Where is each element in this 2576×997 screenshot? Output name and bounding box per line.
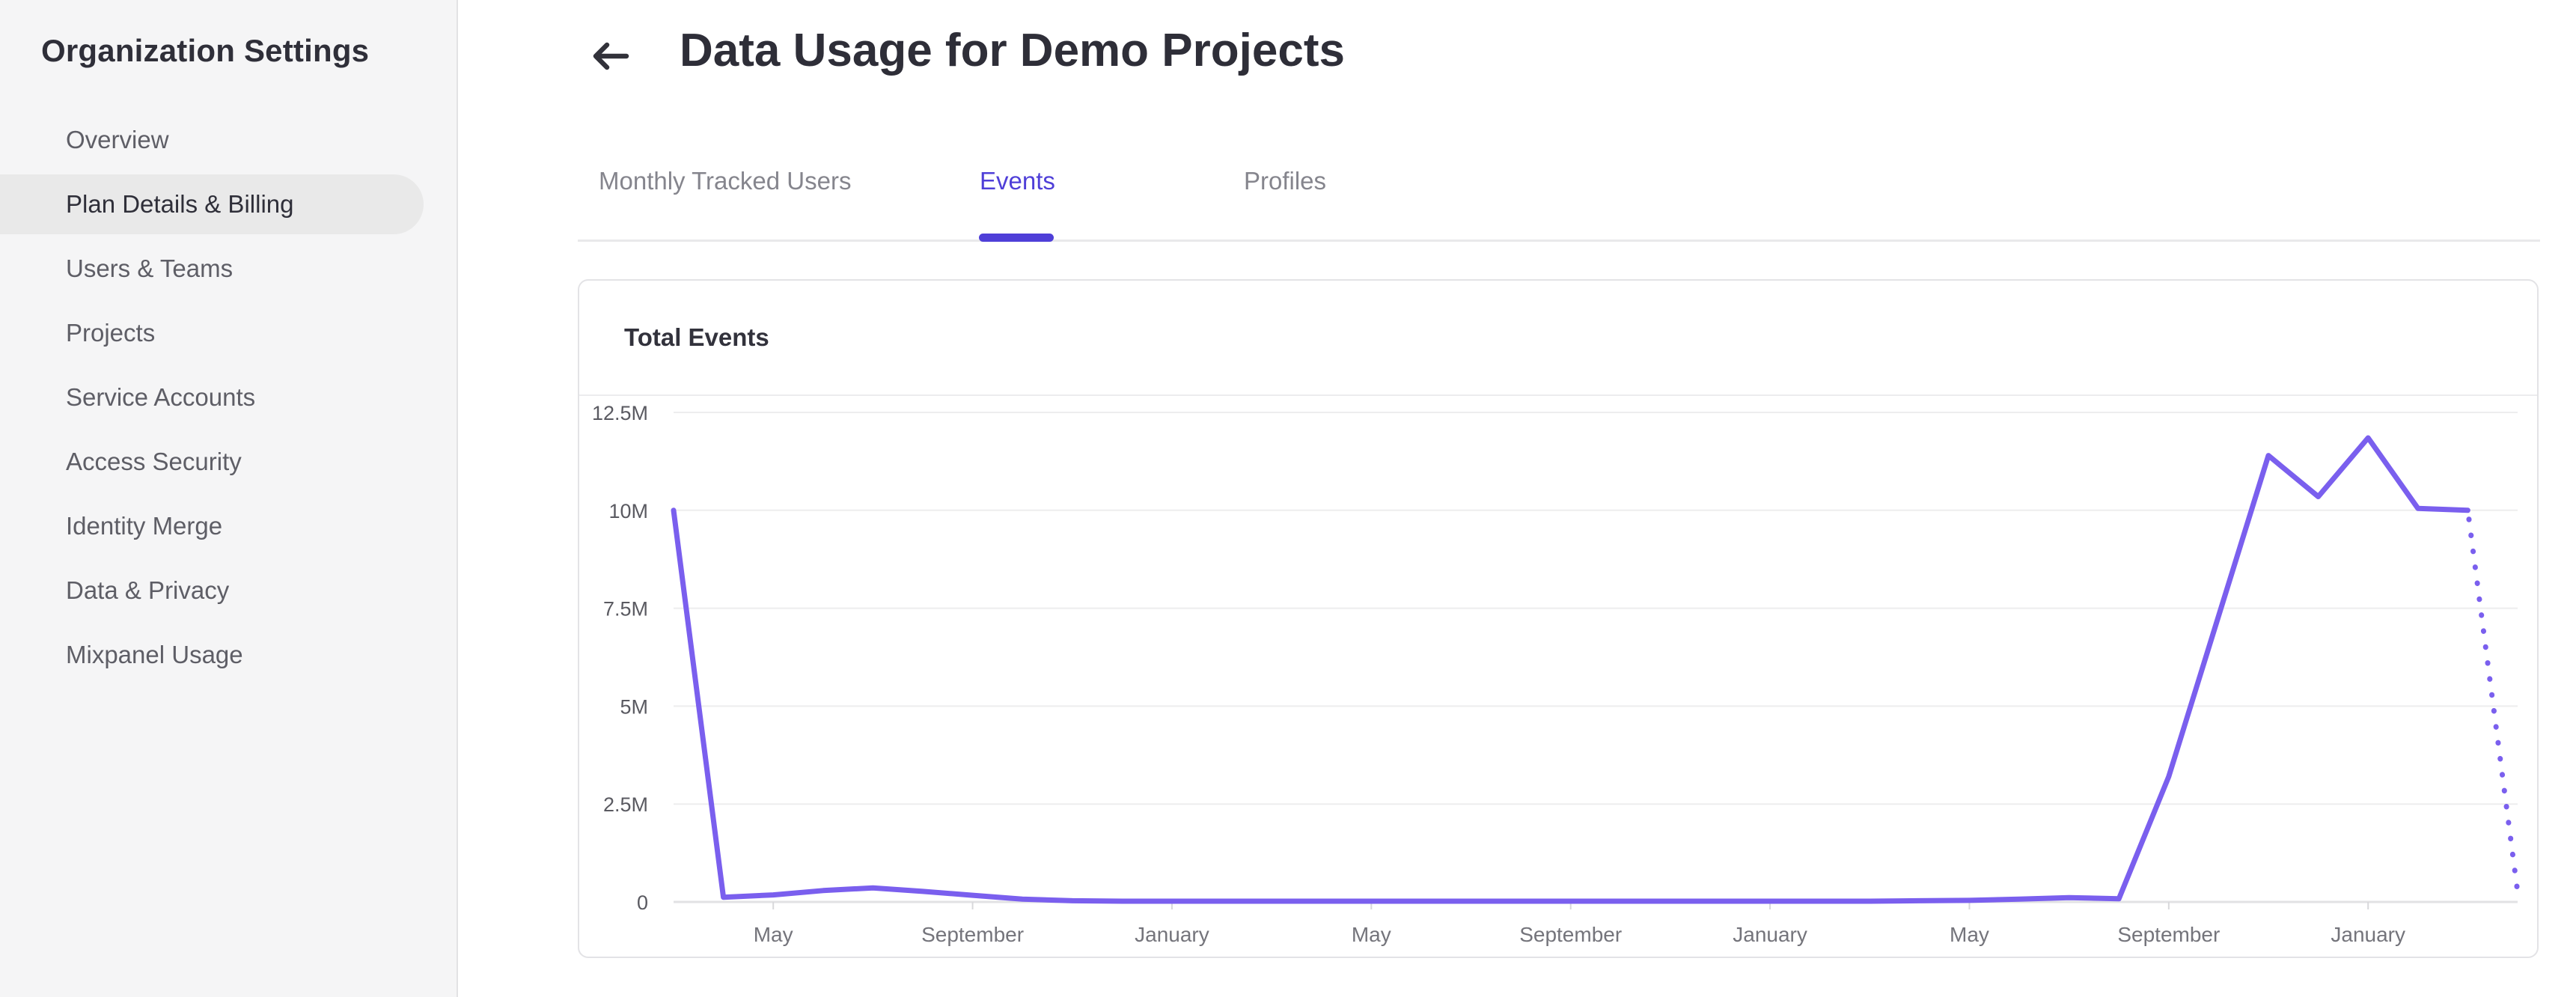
sidebar-item-label: Data & Privacy [66,576,230,604]
sidebar-item-access-security[interactable]: Access Security [0,430,457,494]
events-line-projected [2464,507,2521,895]
sidebar-item-identity-merge[interactable]: Identity Merge [0,494,457,558]
sidebar-item-label: Identity Merge [66,512,223,540]
sidebar-title: Organization Settings [41,33,370,68]
sidebar-item-projects[interactable]: Projects [0,301,457,365]
sidebar-item-label: Users & Teams [66,254,234,282]
x-axis-label: September [2117,923,2220,946]
x-axis-label: May [1352,923,1391,946]
usage-chart-card: Total Events 0 2.5M 5M 7.5M 10M 12.5M May Septe… [578,279,2539,958]
y-axis-label: 5M [620,695,648,718]
selected-item-highlight [0,174,424,234]
sidebar-nav: Overview Plan Details & Billing Users & Te… [0,108,457,687]
x-axis-label: May [1950,923,1989,946]
y-axis-label: 12.5M [592,402,648,424]
sidebar-item-label: Overview [66,126,169,153]
page-title: Data Usage for Demo Projects [680,25,1345,76]
tab-events[interactable]: Events [980,167,1055,195]
sidebar-item-label: Plan Details & Billing [66,190,294,218]
x-axis-label: January [1135,923,1209,946]
x-axis-label: September [921,923,1024,946]
y-axis-label: 0 [637,891,648,914]
card-title: Total Events [624,323,769,351]
events-line [671,435,2470,904]
y-axis-label: 7.5M [603,598,648,621]
sidebar-item-label: Service Accounts [66,383,256,411]
back-button[interactable] [584,33,638,79]
active-tab-underline [979,234,1054,242]
x-axis-label: September [1519,923,1622,946]
sidebar-item-service-accounts[interactable]: Service Accounts [0,365,457,430]
x-axis-label: May [754,923,793,946]
sidebar-item-users-teams[interactable]: Users & Teams [0,237,457,301]
sidebar-item-label: Access Security [66,448,242,475]
arrow-left-icon [593,42,629,70]
sidebar-item-plan-details-billing[interactable]: Plan Details & Billing [0,172,457,237]
tab-monthly-tracked-users[interactable]: Monthly Tracked Users [599,167,852,195]
sidebar-item-label: Projects [66,319,156,347]
x-axis-label: January [1733,923,1807,946]
total-events-line-chart: 0 2.5M 5M 7.5M 10M 12.5M May September January Ma… [592,402,2521,946]
sidebar: Organization Settings Overview Plan Detai… [0,0,458,997]
card-header-divider [579,394,2537,396]
tabs-divider [578,240,2540,242]
sidebar-item-data-privacy[interactable]: Data & Privacy [0,558,457,623]
sidebar-item-label: Mixpanel Usage [66,641,243,668]
tab-profiles[interactable]: Profiles [1244,167,1327,195]
x-axis-label: January [2331,923,2405,946]
y-axis-label: 10M [608,500,648,522]
y-axis-label: 2.5M [603,793,648,816]
sidebar-item-overview[interactable]: Overview [0,108,457,172]
sidebar-item-mixpanel-usage[interactable]: Mixpanel Usage [0,623,457,687]
